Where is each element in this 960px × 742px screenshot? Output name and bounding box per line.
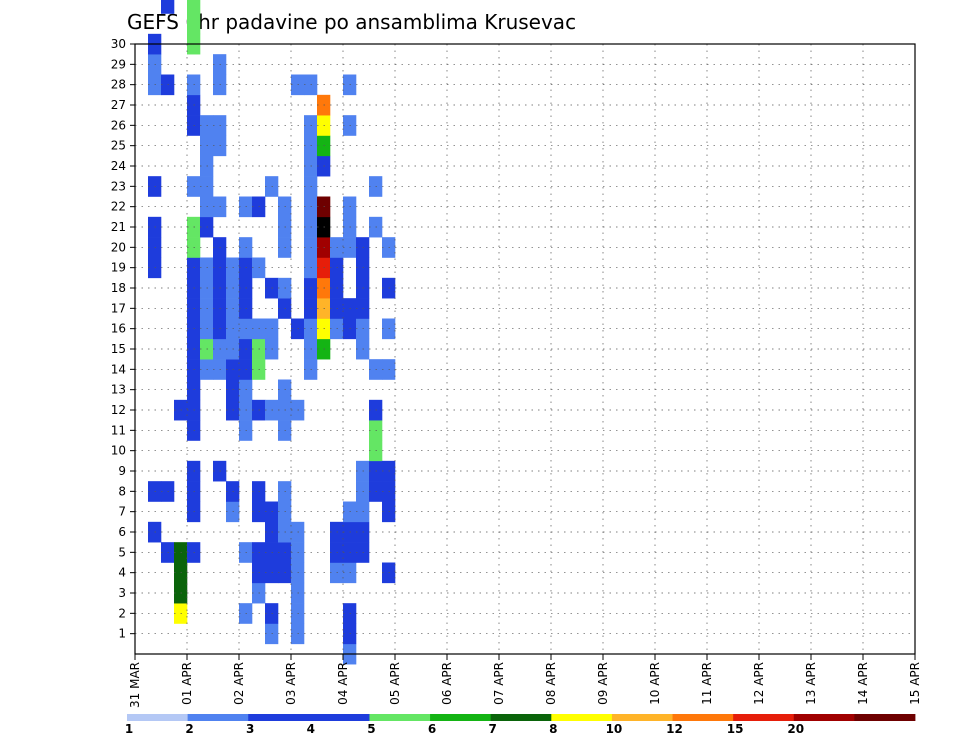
colorbar-swatch [793, 714, 855, 721]
colorbar-label: 20 [787, 722, 804, 736]
y-tick-label: 19 [111, 261, 126, 275]
x-tick-label: 09 APR [596, 662, 610, 705]
y-tick-label: 11 [111, 423, 126, 437]
x-tick-label: 15 APR [908, 662, 922, 705]
colorbar-swatch [611, 714, 673, 721]
y-tick-label: 3 [118, 586, 126, 600]
y-tick-label: 27 [111, 98, 126, 112]
y-tick-label: 5 [118, 545, 126, 559]
y-tick-label: 9 [118, 464, 126, 478]
x-tick-label: 14 APR [856, 662, 870, 705]
x-tick-label: 31 MAR [128, 662, 142, 708]
x-tick-label: 01 APR [180, 662, 194, 705]
colorbar-swatch [551, 714, 613, 721]
x-tick-label: 06 APR [440, 662, 454, 705]
colorbar-label: 6 [428, 722, 436, 736]
colorbar-label: 5 [367, 722, 375, 736]
y-tick-label: 4 [118, 566, 126, 580]
colorbar-swatch [187, 714, 249, 721]
x-tick-label: 10 APR [648, 662, 662, 705]
y-tick-label: 30 [111, 37, 126, 51]
y-tick-label: 1 [118, 627, 126, 641]
colorbar-swatch [248, 714, 310, 721]
colorbar-swatch [308, 714, 370, 721]
y-tick-label: 24 [111, 159, 126, 173]
colorbar-swatch [854, 714, 916, 721]
colorbar-label: 10 [606, 722, 623, 736]
y-tick-label: 8 [118, 484, 126, 498]
heatmap-cell [161, 0, 175, 14]
colorbar-swatch [430, 714, 492, 721]
colorbar-label: 2 [185, 722, 193, 736]
y-tick-label: 25 [111, 139, 126, 153]
heatmap-cell [187, 0, 201, 14]
y-tick-label: 16 [111, 322, 126, 336]
x-tick-label: 02 APR [232, 662, 246, 705]
y-tick-label: 29 [111, 57, 126, 71]
colorbar-swatch [369, 714, 431, 721]
y-axis-ticks: 1234567891011121314151617181920212223242… [111, 37, 135, 641]
grid-lines [135, 43, 915, 654]
colorbar-label: 3 [246, 722, 254, 736]
y-tick-label: 6 [118, 525, 126, 539]
x-tick-label: 03 APR [284, 662, 298, 705]
y-tick-label: 18 [111, 281, 126, 295]
colorbar-label: 12 [666, 722, 683, 736]
y-tick-label: 22 [111, 200, 126, 214]
colorbar-label: 7 [489, 722, 497, 736]
colorbar-swatch [733, 714, 795, 721]
y-tick-label: 14 [111, 362, 126, 376]
colorbar-label: 8 [549, 722, 557, 736]
y-tick-label: 17 [111, 301, 126, 315]
colorbar-swatch [127, 714, 189, 721]
x-tick-label: 04 APR [336, 662, 350, 705]
heatmap-cell [187, 13, 201, 35]
colorbar-label: 4 [307, 722, 315, 736]
colorbar-swatch [672, 714, 734, 721]
y-tick-label: 26 [111, 118, 126, 132]
y-tick-label: 7 [118, 505, 126, 519]
colorbar-label: 1 [125, 722, 133, 736]
y-tick-label: 20 [111, 240, 126, 254]
y-tick-label: 12 [111, 403, 126, 417]
colorbar-label: 15 [727, 722, 744, 736]
y-tick-label: 15 [111, 342, 126, 356]
y-tick-label: 23 [111, 179, 126, 193]
y-tick-label: 28 [111, 78, 126, 92]
x-tick-label: 08 APR [544, 662, 558, 705]
y-tick-label: 10 [111, 444, 126, 458]
x-tick-label: 11 APR [700, 662, 714, 705]
heatmap-cells [148, 0, 396, 665]
y-tick-label: 21 [111, 220, 126, 234]
x-tick-label: 07 APR [492, 662, 506, 705]
y-tick-label: 13 [111, 383, 126, 397]
x-axis-ticks: 31 MAR 01 APR 02 APR 03 APR 04 APR 05 APR 06 A… [128, 654, 922, 708]
y-tick-label: 2 [118, 606, 126, 620]
chart-title: GEFS 6hr padavine po ansamblima Krusevac [127, 10, 576, 34]
x-tick-label: 12 APR [752, 662, 766, 705]
colorbar-legend: 1 2 3 4 5 6 7 8 10 12 15 20 [125, 714, 916, 736]
x-tick-label: 05 APR [388, 662, 402, 705]
x-tick-label: 13 APR [804, 662, 818, 705]
colorbar-swatch [490, 714, 552, 721]
